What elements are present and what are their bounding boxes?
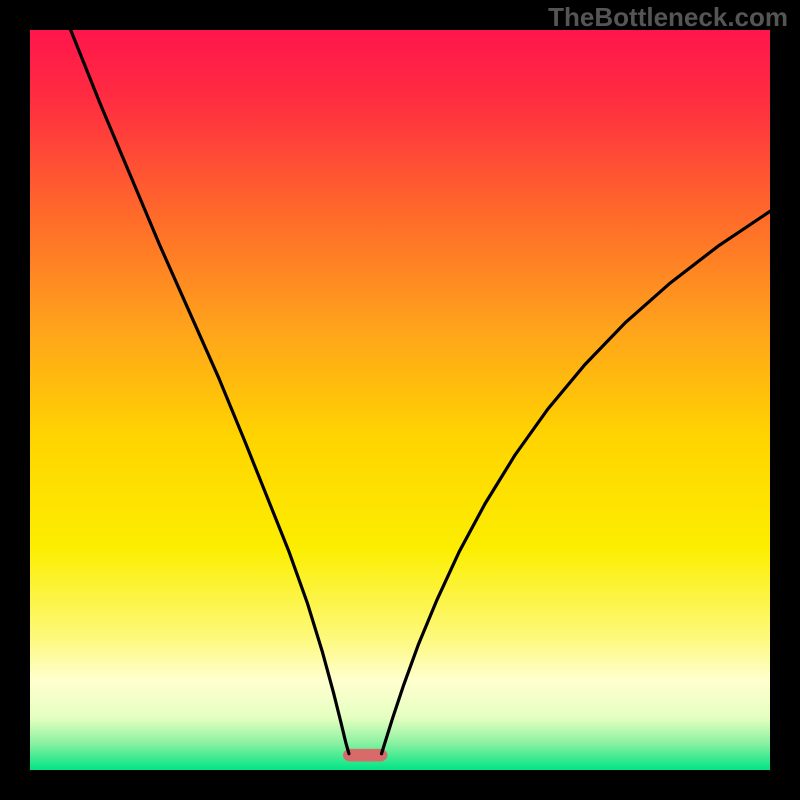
curve-overlay <box>30 30 770 770</box>
plot-area <box>30 30 770 770</box>
watermark-text: TheBottleneck.com <box>548 2 788 33</box>
right-curve <box>382 211 771 753</box>
left-curve <box>71 30 349 754</box>
chart-container: TheBottleneck.com <box>0 0 800 800</box>
